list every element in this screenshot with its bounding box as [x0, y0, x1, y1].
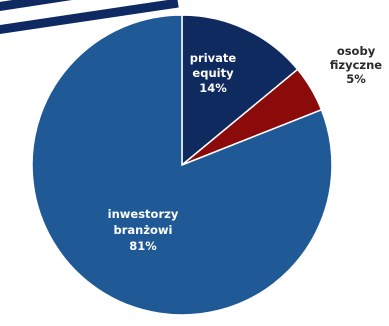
stripe-1	[0, 0, 73, 12]
slice-name-line: inwestorzy	[108, 207, 179, 221]
slice-value-label: 81%	[129, 239, 157, 253]
pie-slice-1	[181, 14, 299, 167]
slice-label-2: osoby fizyczne 5%	[330, 44, 382, 86]
slice-label-1: private equity 14%	[190, 51, 237, 95]
slice-name-line: osoby	[337, 44, 376, 58]
slice-name-line: branżowi	[113, 223, 172, 237]
stripe-2	[0, 0, 132, 21]
pie-slices	[31, 14, 333, 316]
slice-value-label: 14%	[199, 81, 227, 95]
slice-name-line: fizyczne	[330, 58, 382, 72]
slice-name-line: equity	[192, 66, 234, 80]
slice-labels: private equity 14% osoby fizyczne 5% inwestorz…	[108, 44, 383, 253]
slice-value-label: 5%	[346, 72, 366, 86]
slice-name-line: private	[190, 51, 237, 65]
decorative-stripes	[0, 0, 179, 35]
pie-slice-3	[31, 14, 333, 316]
slice-label-3: inwestorzy branżowi 81%	[108, 207, 179, 253]
stripe-3	[0, 0, 179, 35]
